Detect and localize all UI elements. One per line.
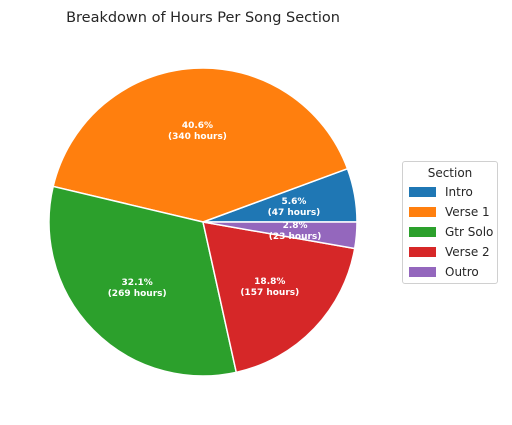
slice-label-gtr-solo: 32.1% (269 hours) xyxy=(108,278,167,299)
legend-item-gtr-solo: Gtr Solo xyxy=(409,225,493,239)
legend-swatch xyxy=(409,187,436,197)
pie-slice-gtr-solo xyxy=(48,185,238,377)
legend-label: Verse 2 xyxy=(445,245,490,259)
legend-swatch xyxy=(409,227,436,237)
slice-label-outro: 2.8% (23 hours) xyxy=(269,221,322,242)
legend-label: Verse 1 xyxy=(445,205,490,219)
pie-slices xyxy=(48,67,358,377)
pie-slice-verse-2 xyxy=(202,221,356,374)
legend-swatch xyxy=(409,267,436,277)
legend-label: Outro xyxy=(445,265,479,279)
legend: Section Intro Verse 1 Gtr Solo Verse 2 Outro xyxy=(402,161,498,284)
slice-labels: 5.6% (47 hours) 40.6% (340 hours) 32.1% (269 … xyxy=(108,121,322,299)
legend-label: Gtr Solo xyxy=(445,225,494,239)
legend-item-verse-2: Verse 2 xyxy=(409,245,490,259)
legend-label: Intro xyxy=(445,185,473,199)
pie-slice-outro xyxy=(202,221,358,250)
chart-title: Breakdown of Hours Per Song Section xyxy=(66,10,340,26)
slice-label-intro: 5.6% (47 hours) xyxy=(268,197,321,218)
pie-slice-verse-1 xyxy=(52,67,349,223)
legend-item-outro: Outro xyxy=(409,265,479,279)
slice-label-verse-1: 40.6% (340 hours) xyxy=(168,121,227,142)
legend-swatch xyxy=(409,207,436,217)
slice-label-verse-2: 18.8% (157 hours) xyxy=(240,277,299,298)
legend-swatch xyxy=(409,247,436,257)
legend-item-verse-1: Verse 1 xyxy=(409,205,490,219)
legend-title: Section xyxy=(427,166,473,180)
legend-item-intro: Intro xyxy=(409,185,473,199)
